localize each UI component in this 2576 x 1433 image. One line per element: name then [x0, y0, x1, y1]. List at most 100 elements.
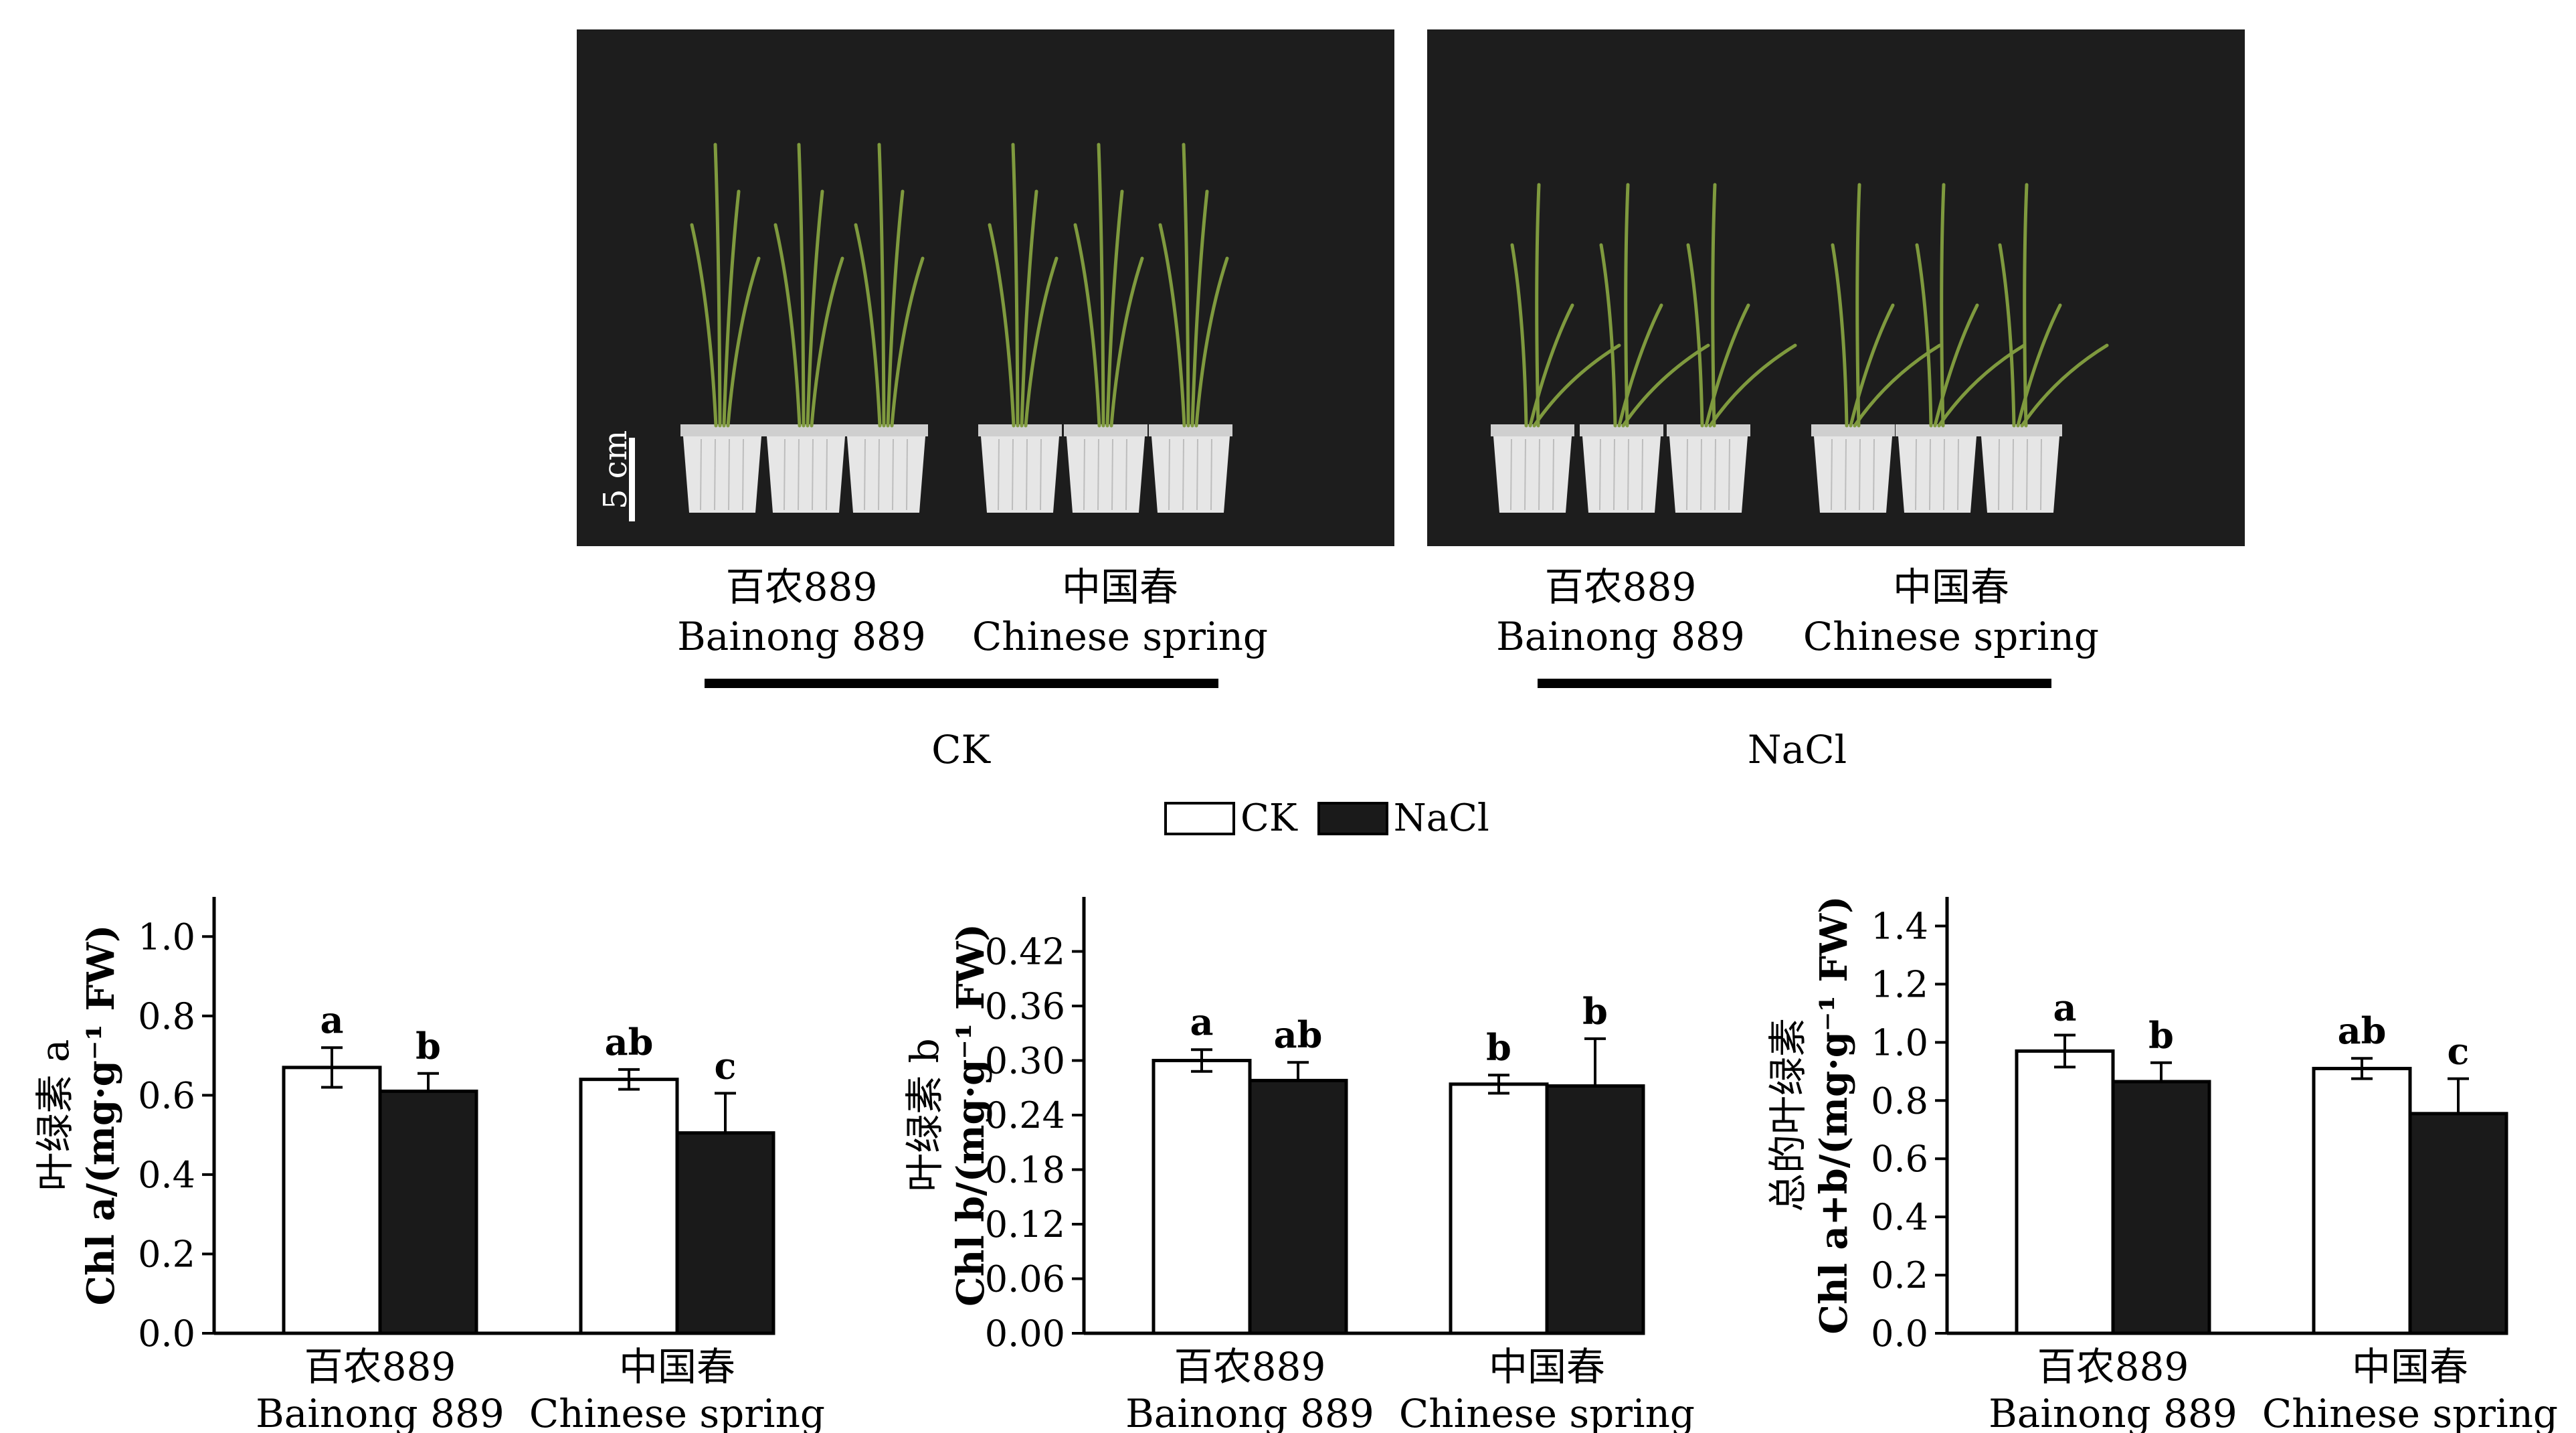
seedling-leaf: [1849, 303, 1895, 428]
seedling-leaf: [2020, 343, 2109, 428]
legend-item-nacl: NaCl: [1317, 796, 1489, 840]
pot: [1491, 183, 1621, 513]
seedling-leaf: [810, 256, 844, 428]
seedling-leaf: [1855, 183, 1861, 428]
group-label-nacl: NaCl: [1747, 727, 1847, 772]
pot: [1149, 143, 1232, 513]
seedling-leaf: [1933, 303, 1979, 428]
pot: [1979, 183, 2109, 513]
x-tick-label-en: Bainong 889: [256, 1391, 504, 1433]
significance-label: a: [1190, 1001, 1214, 1043]
y-axis-label-en: Chl a/(mg·g⁻¹ FW): [79, 924, 123, 1305]
seedling-leaf: [1024, 256, 1059, 428]
photo-ck-cultivar-2-label: 中国春 Chinese spring: [972, 564, 1269, 659]
significance-label: a: [2053, 986, 2077, 1029]
y-tick-label: 0.00: [985, 1313, 1065, 1355]
seedling-leaf: [886, 189, 905, 428]
seedling-leaf: [1831, 243, 1849, 428]
seedling-leaf: [1711, 183, 1717, 428]
y-tick-label: 0.2: [138, 1233, 195, 1275]
photo-nacl: [1427, 29, 2245, 546]
seedling-leaf: [1535, 183, 1541, 428]
pot: [1811, 183, 1942, 513]
x-tick-label-zh: 百农889: [1174, 1344, 1326, 1389]
seedling-leaf: [1532, 343, 1621, 428]
significance-label: c: [715, 1044, 737, 1087]
significance-label: b: [2148, 1014, 2174, 1057]
bar-ck: [1449, 1082, 1549, 1335]
y-tick-label: 0.0: [138, 1313, 195, 1355]
legend-label-nacl: NaCl: [1393, 796, 1489, 840]
bar-ck: [2312, 1066, 2412, 1335]
y-axis-label-zh: 叶绿素 b: [902, 1038, 947, 1192]
seedling-leaf: [773, 223, 802, 428]
seedling-leaf: [1599, 243, 1617, 428]
x-tick-label-zh: 百农889: [2037, 1344, 2189, 1389]
seedling-leaf: [1109, 256, 1144, 428]
y-tick-label: 1.4: [1871, 905, 1928, 947]
seedling-leaf: [726, 256, 761, 428]
y-tick-label: 0.30: [985, 1040, 1065, 1082]
legend-label-ck: CK: [1240, 796, 1297, 840]
group-bar-ck: [705, 679, 1218, 688]
seedling-leaf: [1686, 243, 1704, 428]
group-label-ck: CK: [931, 727, 990, 772]
seedling-leaf: [988, 223, 1016, 428]
x-tick-label-en: Chinese spring: [529, 1391, 825, 1433]
legend-swatch-nacl: [1317, 801, 1388, 835]
seedling-leaf: [1097, 143, 1105, 428]
photo-nacl-cultivar-1-label: 百农889 Bainong 889: [1496, 564, 1745, 659]
seedling-leaf: [713, 143, 722, 428]
legend-item-ck: CK: [1164, 796, 1297, 840]
y-tick-label: 0.4: [138, 1154, 195, 1196]
seedling-leaf: [1182, 143, 1190, 428]
x-tick-label-zh: 中国春: [2352, 1344, 2468, 1389]
bar-nacl: [675, 1131, 775, 1335]
pot: [1580, 183, 1710, 513]
seedling-leaf: [1194, 256, 1229, 428]
seedling-leaf: [1998, 243, 2016, 428]
seedling-leaf: [1915, 243, 1933, 428]
pot: [680, 143, 764, 513]
seedling-leaf: [1105, 189, 1124, 428]
seedling-leaf: [1011, 143, 1020, 428]
legend-swatch-ck: [1164, 801, 1235, 835]
y-axis-label-zh: 叶绿素 a: [32, 1039, 78, 1191]
seedling-leaf: [1617, 303, 1663, 428]
seedling-leaf: [1621, 343, 1710, 428]
seedling-leaf: [690, 223, 718, 428]
chart-chl-a: 0.0 0.2 0.4 0.6 0.8 1.0 叶绿素 a Chl a/(mg·g⁻¹ FW)…: [13, 870, 843, 1433]
y-tick-label: 0.18: [985, 1149, 1065, 1191]
bar-nacl: [378, 1089, 478, 1335]
y-tick-label: 1.0: [1871, 1021, 1928, 1064]
significance-label: b: [416, 1025, 441, 1068]
x-tick-label-zh: 中国春: [1489, 1344, 1605, 1389]
significance-label: b: [1486, 1026, 1511, 1069]
seedling-leaf: [1624, 183, 1630, 428]
y-tick-label: 0.42: [985, 931, 1065, 973]
bar-ck: [579, 1078, 679, 1335]
legend: CK NaCl: [1164, 796, 1509, 840]
chart-chl-b: 0.00 0.06 0.12 0.18 0.24 0.30 0.36 0.42 叶绿素 b Chl…: [883, 870, 1713, 1433]
pot: [978, 143, 1062, 513]
bar-ck: [2015, 1049, 2115, 1335]
seedling-leaf: [854, 223, 882, 428]
y-tick-label: 0.12: [985, 1203, 1065, 1246]
seedling-leaf: [797, 143, 806, 428]
seedling-leaf: [722, 189, 741, 428]
seedling-leaf: [1704, 303, 1750, 428]
y-tick-label: 0.8: [138, 995, 195, 1037]
x-tick-label-en: Bainong 889: [1125, 1391, 1374, 1433]
pot: [844, 143, 928, 513]
seedling-leaf: [1158, 223, 1186, 428]
x-tick-label-en: Chinese spring: [2262, 1391, 2558, 1433]
group-bar-nacl: [1538, 679, 2051, 688]
y-tick-label: 0.36: [985, 985, 1065, 1027]
bar-ck: [1152, 1059, 1252, 1335]
y-tick-label: 0.8: [1871, 1080, 1928, 1122]
significance-label: a: [320, 999, 344, 1041]
bar-nacl: [2111, 1080, 2211, 1335]
seedling-leaf: [1708, 343, 1797, 428]
scale-label: 5 cm: [597, 430, 634, 510]
pot: [1064, 143, 1147, 513]
